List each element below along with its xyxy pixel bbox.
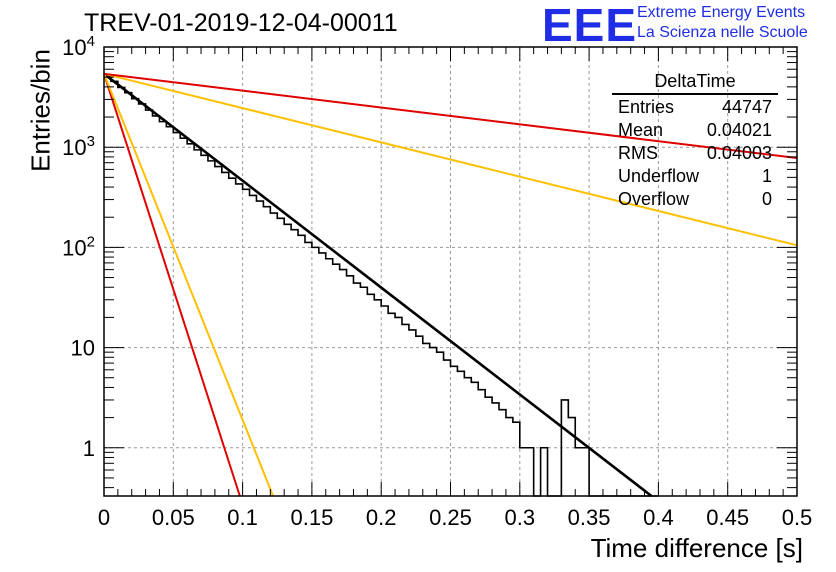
x-tick-label: 0.35: [568, 505, 611, 530]
histogram-step: [104, 75, 659, 497]
x-tick-label: 0.25: [429, 505, 472, 530]
stats-label: Entries: [618, 97, 675, 117]
logo-line-1: Extreme Energy Events: [637, 4, 806, 21]
x-axis-label: Time difference [s]: [590, 533, 803, 563]
histogram: [104, 75, 659, 497]
fit-line-3: [103, 72, 798, 247]
stats-label: Mean: [618, 120, 664, 140]
x-tick-label: 0: [98, 505, 110, 530]
fit-line-4: [103, 72, 798, 159]
stats-row: RMS 0.04003: [612, 142, 778, 165]
stats-value: 0: [761, 189, 772, 209]
stats-label: RMS: [618, 143, 658, 163]
stats-box: DeltaTime Entries 44747 Mean 0.04021 RMS 0.…: [612, 70, 778, 211]
y-tick-label: 103: [62, 133, 95, 160]
x-tick-label: 0.5: [782, 505, 813, 530]
y-axis-label: Entries/bin: [25, 49, 56, 172]
stats-label: Underflow: [618, 166, 700, 186]
x-tick-label: 0.05: [152, 505, 195, 530]
chart-title: TREV-01-2019-12-04-00011: [84, 9, 398, 37]
x-tick-label: 0.2: [366, 505, 397, 530]
fit-line-1: [103, 73, 241, 497]
stats-value: 1: [761, 166, 772, 186]
stats-title: DeltaTime: [612, 70, 778, 95]
x-axis-ticks: 0 0.05 0.1 0.15 0.2 0.25 0.3 0.35 0.4 0.45 0.5: [98, 47, 812, 530]
x-tick-label: 0.15: [290, 505, 333, 530]
stats-row: Mean 0.04021: [612, 119, 778, 142]
stats-value: 0.04003: [706, 143, 772, 163]
y-tick-label: 1: [83, 436, 95, 461]
x-tick-label: 0.45: [706, 505, 749, 530]
x-tick-label: 0.1: [227, 505, 258, 530]
stats-row: Overflow 0: [612, 188, 778, 211]
logo-line-2: La Scienza nelle Scuole: [637, 24, 808, 41]
eee-logo: EEE: [542, 0, 638, 51]
y-tick-label: 102: [62, 233, 95, 260]
x-tick-label: 0.3: [505, 505, 536, 530]
y-tick-label: 10: [71, 336, 95, 361]
stats-row: Entries 44747: [612, 96, 778, 119]
fit-lines: [103, 72, 798, 498]
y-tick-label: 104: [62, 33, 95, 60]
fit-line-2: [103, 73, 275, 497]
grid: [104, 47, 797, 496]
x-tick-label: 0.4: [643, 505, 674, 530]
stats-value: 0.04021: [706, 120, 772, 140]
stats-value: 44747: [721, 97, 772, 117]
fit-line-0: [103, 72, 653, 498]
stats-label: Overflow: [618, 189, 690, 209]
stats-row: Underflow 1: [612, 165, 778, 188]
logo-caption: Extreme Energy Events La Scienza nelle S…: [637, 3, 808, 43]
